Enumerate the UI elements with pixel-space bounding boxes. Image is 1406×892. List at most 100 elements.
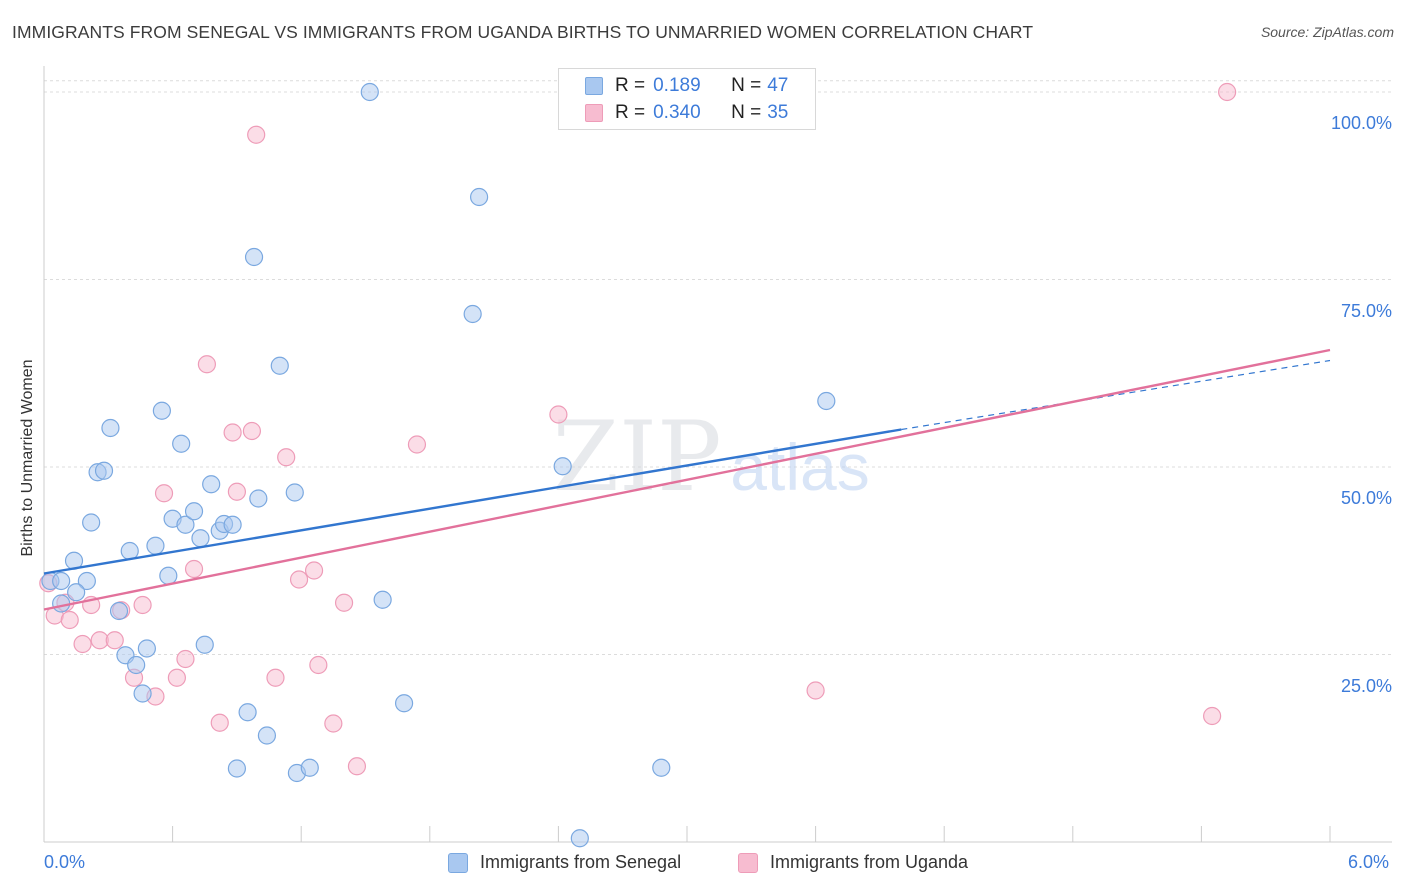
point-senegal-40	[394, 694, 414, 713]
watermark-zip: ZIP	[552, 401, 721, 513]
point-senegal-43	[553, 457, 572, 476]
point-uganda-10	[154, 484, 174, 503]
point-uganda-27	[347, 757, 367, 776]
point-senegal-5	[52, 594, 71, 613]
point-uganda-21	[277, 448, 296, 467]
r-value-senegal: 0.189	[653, 75, 701, 96]
point-senegal-27	[244, 247, 264, 267]
r-label: R =	[615, 75, 646, 96]
point-senegal-35	[127, 655, 146, 675]
point-uganda-16	[223, 423, 242, 442]
legend-swatch-uganda	[585, 104, 603, 122]
point-uganda-8	[133, 595, 152, 615]
point-senegal-46	[817, 391, 836, 411]
axes	[43, 66, 1392, 843]
legend-label-senegal: Immigrants from Senegal	[480, 852, 682, 872]
point-senegal-30	[270, 356, 289, 375]
point-senegal-8	[94, 461, 114, 480]
watermark: ZIP atlas	[552, 401, 869, 513]
source-label: Source: ZipAtlas.com	[1260, 24, 1394, 40]
point-senegal-42	[469, 187, 489, 207]
y-tick-label-0: 25.0%	[1340, 675, 1392, 696]
point-uganda-28	[407, 435, 427, 454]
point-senegal-12	[146, 536, 165, 555]
y-tick-label-3: 100.0%	[1330, 113, 1392, 133]
legend-item-uganda[interactable]: Immigrants from Uganda	[738, 852, 968, 873]
r-label: R =	[615, 102, 646, 123]
point-uganda-29	[549, 405, 568, 424]
point-senegal-21	[202, 475, 221, 494]
y-tick-label-1: 50.0%	[1340, 488, 1392, 508]
n-label: N =	[731, 102, 762, 123]
point-uganda-25	[324, 714, 343, 733]
legend-swatch-senegal	[585, 77, 603, 95]
n-label: N =	[731, 75, 762, 96]
point-uganda-1	[60, 610, 79, 630]
point-uganda-23	[304, 561, 324, 580]
trend-uganda	[43, 348, 1331, 611]
point-senegal-33	[300, 758, 319, 777]
correlation-legend: R = 0.189 N = 47 R = 0.340 N = 35	[558, 68, 816, 130]
point-senegal-26	[238, 703, 257, 722]
point-senegal-36	[133, 684, 152, 703]
point-uganda-5	[105, 631, 124, 650]
point-uganda-31	[1203, 706, 1222, 726]
point-senegal-37	[137, 639, 156, 658]
series-legend: Immigrants from Senegal Immigrants from …	[0, 852, 1406, 878]
point-senegal-19	[191, 529, 210, 548]
legend-swatch-uganda	[738, 852, 758, 873]
point-senegal-13	[152, 401, 171, 420]
point-uganda-22	[289, 570, 309, 589]
point-senegal-9	[101, 418, 120, 438]
y-tick-label-2: 75.0%	[1340, 300, 1392, 321]
trend-senegal-extension	[901, 359, 1331, 431]
legend-row-senegal: R = 0.189 N = 47	[585, 73, 789, 99]
x-tick-label-max: 6.0%	[1348, 852, 1390, 872]
point-senegal-17	[176, 515, 195, 534]
point-senegal-18	[184, 502, 204, 521]
point-uganda-32	[1218, 82, 1237, 102]
point-senegal-20	[195, 635, 214, 654]
legend-row-uganda: R = 0.340 N = 35	[585, 100, 789, 126]
point-senegal-29	[257, 726, 277, 745]
point-senegal-28	[249, 489, 268, 508]
point-uganda-24	[309, 655, 328, 675]
point-uganda-18	[242, 421, 262, 441]
point-senegal-39	[373, 590, 392, 609]
point-senegal-41	[463, 304, 482, 324]
legend-item-senegal[interactable]: Immigrants from Senegal	[448, 852, 681, 873]
point-senegal-38	[360, 82, 379, 102]
point-uganda-19	[247, 125, 266, 144]
trend-senegal	[43, 428, 902, 575]
point-senegal-45	[652, 758, 671, 777]
point-senegal-16	[172, 434, 191, 453]
point-senegal-6	[82, 513, 101, 532]
point-senegal-1	[52, 571, 71, 591]
point-senegal-24	[223, 515, 242, 534]
point-uganda-11	[167, 668, 186, 687]
point-senegal-3	[77, 571, 96, 591]
n-value-senegal: 47	[767, 75, 789, 96]
y-axis-label: Births to Unmarried Women	[19, 359, 36, 557]
chart-title: IMMIGRANTS FROM SENEGAL VS IMMIGRANTS FR…	[12, 22, 1034, 42]
r-value-uganda: 0.340	[653, 102, 701, 123]
point-senegal-4	[67, 583, 86, 602]
x-tick-label-min: 0.0%	[44, 852, 86, 872]
point-senegal-31	[285, 483, 304, 502]
point-uganda-26	[334, 593, 354, 612]
point-uganda-17	[227, 482, 246, 501]
n-value-uganda: 35	[767, 102, 789, 123]
point-uganda-2	[73, 634, 92, 654]
point-uganda-14	[197, 355, 216, 374]
point-senegal-44	[570, 829, 589, 848]
legend-label-uganda: Immigrants from Uganda	[770, 852, 969, 872]
point-uganda-13	[184, 559, 204, 579]
point-uganda-15	[210, 713, 229, 732]
point-senegal-10	[109, 601, 129, 621]
legend-swatch-senegal	[448, 852, 468, 873]
trend-lines	[43, 348, 1331, 611]
point-senegal-14	[159, 566, 178, 585]
point-senegal-25	[227, 759, 246, 778]
point-uganda-12	[176, 649, 195, 669]
